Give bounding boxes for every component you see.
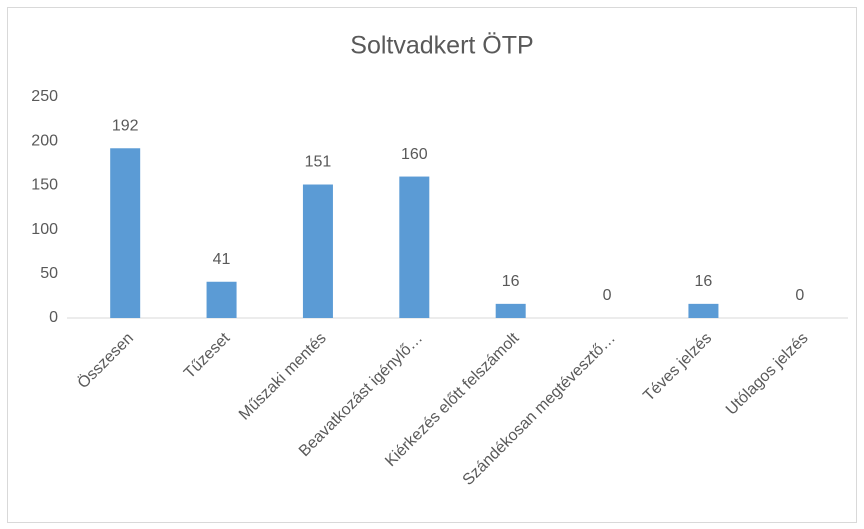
data-label: 151 xyxy=(305,154,332,171)
data-label: 0 xyxy=(795,287,804,304)
chart-title: Soltvadkert ÖTP xyxy=(350,32,533,60)
data-label: 0 xyxy=(603,287,612,304)
bar xyxy=(302,184,333,318)
data-label: 192 xyxy=(112,117,139,134)
chart-frame xyxy=(7,7,857,523)
bar xyxy=(688,303,719,318)
bar xyxy=(206,281,237,318)
y-tick-label: 250 xyxy=(31,88,58,105)
y-tick-label: 100 xyxy=(31,221,58,238)
bar xyxy=(399,176,430,318)
bar xyxy=(495,303,526,318)
data-label: 16 xyxy=(695,273,713,290)
y-tick-label: 150 xyxy=(31,177,58,194)
y-tick-label: 0 xyxy=(49,309,58,326)
data-label: 160 xyxy=(401,146,428,163)
data-label: 41 xyxy=(213,251,231,268)
y-tick-label: 50 xyxy=(40,265,58,282)
bar xyxy=(110,148,141,318)
y-tick-label: 200 xyxy=(31,132,58,149)
data-label: 16 xyxy=(502,273,520,290)
